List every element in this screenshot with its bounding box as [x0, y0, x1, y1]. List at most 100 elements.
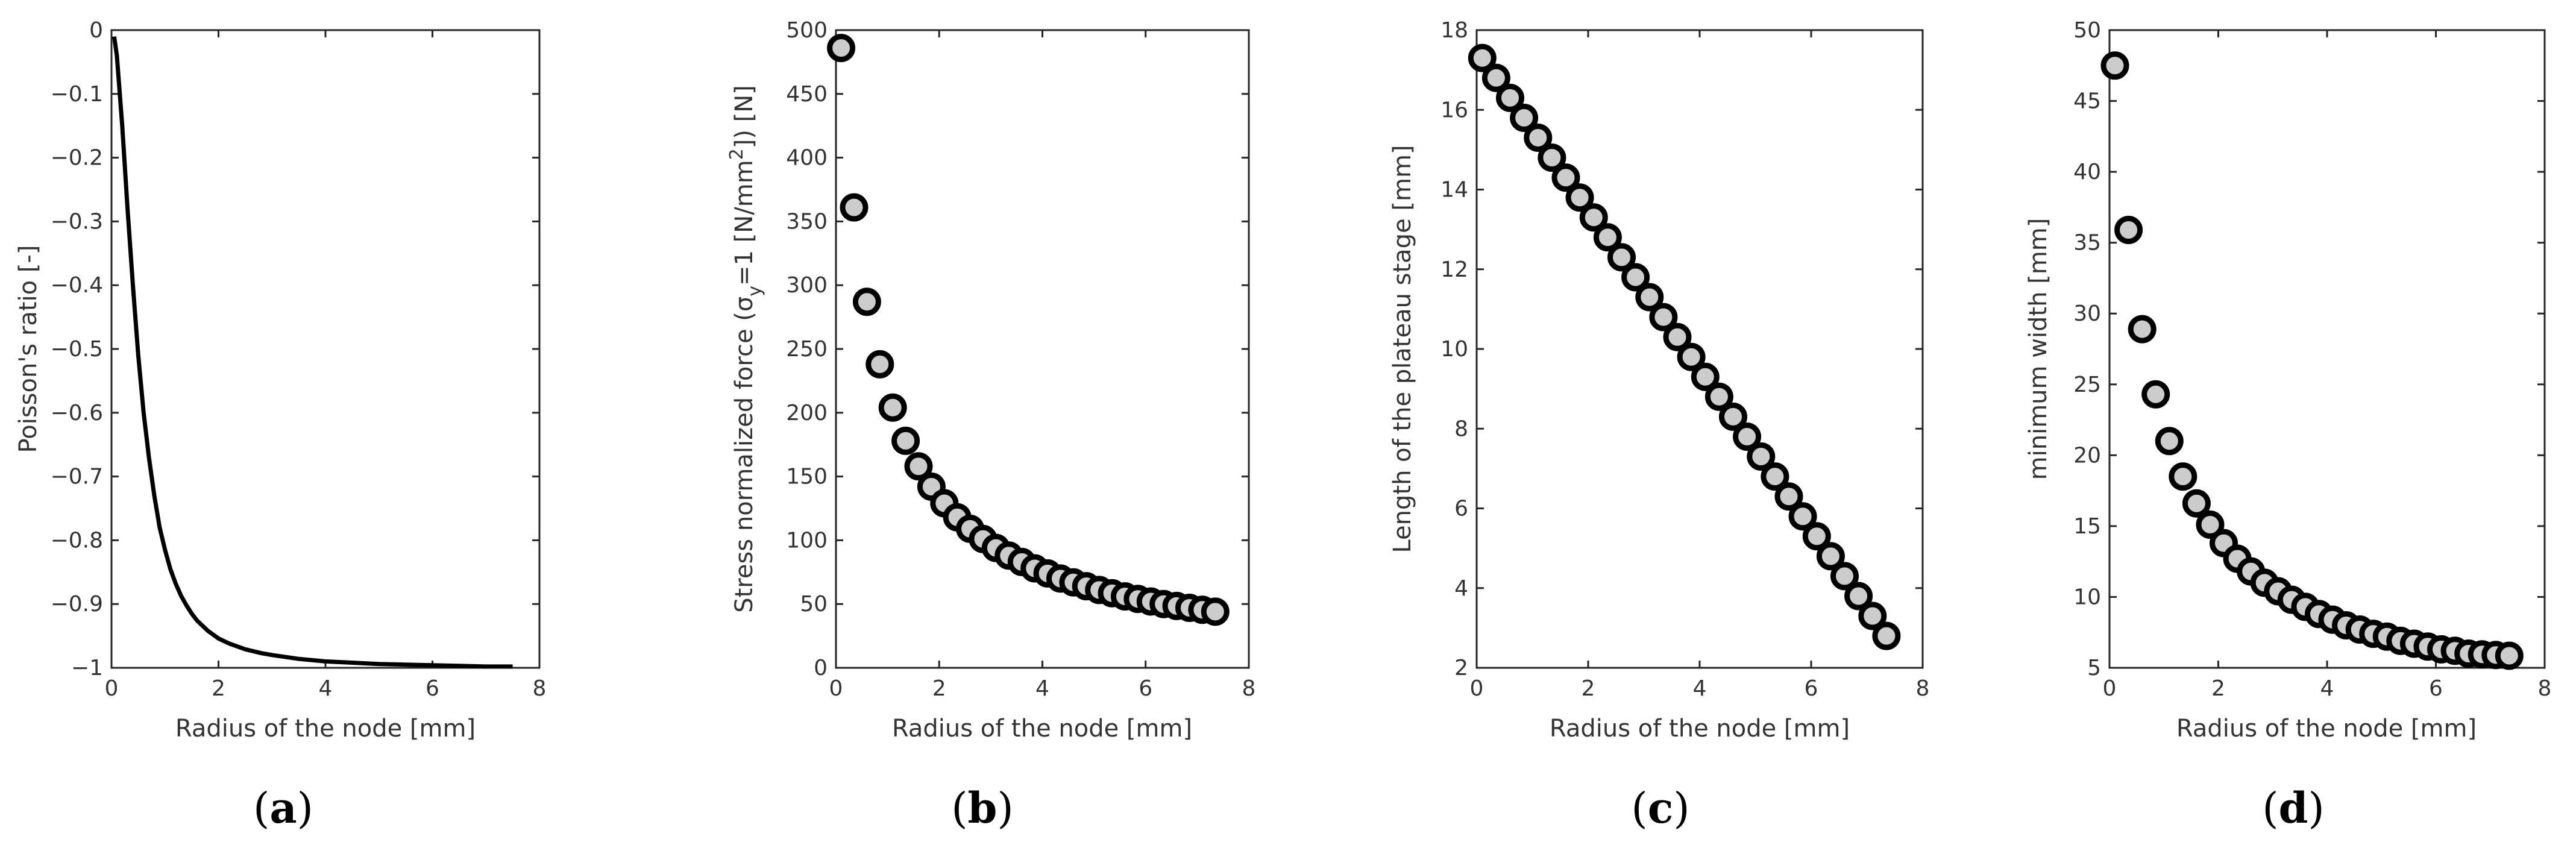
- panel-a: 0 2 4 6 8 0 −0.1 −0.2 −0.3 −0.4 −0.5 −0.6 −0.7 −0.8 −0…: [14, 18, 546, 833]
- y-tick-label: 150: [786, 465, 828, 489]
- y-axis-label-part: =1 [N/mm: [730, 160, 758, 286]
- x-tick-label: 2: [212, 676, 225, 701]
- data-point: [1761, 462, 1789, 491]
- panel-letter: b: [968, 783, 997, 833]
- data-point: [1663, 322, 1692, 351]
- data-point: [1607, 243, 1636, 272]
- y-tick-label: −0.8: [51, 528, 103, 553]
- y-axis-label-part: Stress normalized force (σ: [730, 297, 758, 613]
- x-tick-label: 2: [932, 676, 946, 701]
- series: [2100, 51, 2524, 670]
- y-tick-label: 45: [2073, 89, 2101, 114]
- data-point: [1496, 83, 1524, 112]
- data-point: [904, 452, 933, 481]
- y-tick-label: 14: [1440, 178, 1468, 203]
- y-tick-label: 0: [89, 18, 103, 43]
- x-tick-label: 4: [1693, 676, 1707, 701]
- y-tick-label: −0.9: [51, 592, 103, 617]
- data-point: [2196, 510, 2225, 539]
- y-tick-label: 4: [1454, 576, 1468, 601]
- y-tick-label: 15: [2073, 514, 2101, 539]
- y-tick-label: 20: [2073, 443, 2101, 468]
- series: [112, 36, 513, 669]
- x-axis-label: Radius of the node [mm]: [2176, 715, 2477, 743]
- y-axis-label-part: ]) [N]: [730, 85, 758, 148]
- data-point: [1747, 442, 1776, 471]
- data-point: [1872, 621, 1901, 650]
- panel-d: 0 2 4 6 8 5 10 15 20 25 30 35 40 45 50 Radius of the n…: [2025, 18, 2551, 833]
- y-tick-label: −0.3: [51, 209, 103, 234]
- y-tick-label: 6: [1454, 497, 1468, 521]
- y-tick-label: 40: [2073, 160, 2101, 184]
- data-point: [2182, 489, 2211, 518]
- y-tick-label: −0.1: [51, 82, 103, 107]
- x-tick-label: 2: [2211, 676, 2225, 701]
- axes-box: [110, 29, 541, 669]
- x-tick-label: 4: [1035, 676, 1049, 701]
- y-tick-label: 250: [786, 337, 828, 362]
- data-point: [2141, 380, 2170, 409]
- panel-label: (b): [951, 783, 1014, 833]
- series-line: [112, 36, 513, 669]
- data-point: [2100, 51, 2129, 80]
- x-tick-label: 8: [533, 676, 547, 701]
- data-point: [891, 426, 920, 455]
- data-point: [1481, 63, 1510, 92]
- data-point: [865, 350, 894, 379]
- y-tick-label: 30: [2073, 301, 2101, 326]
- y-tick-label: −0.4: [51, 273, 103, 298]
- x-axis-label: Radius of the node [mm]: [892, 715, 1192, 743]
- y-axis-label: Stress normalized force (σy=1 [N/mm2]) […: [726, 85, 765, 613]
- y-tick-label: 100: [786, 528, 828, 553]
- panel-letter: a: [269, 783, 297, 833]
- y-tick-label: −0.6: [51, 401, 103, 426]
- axes-box: [2108, 29, 2546, 669]
- x-tick-label: 0: [105, 676, 119, 701]
- data-point: [827, 34, 856, 63]
- y-tick-label: 200: [786, 401, 828, 426]
- data-point: [852, 287, 881, 316]
- data-point: [1677, 342, 1706, 371]
- y-axis-label: Poisson's ratio [-]: [14, 245, 42, 453]
- y-tick-label: 10: [2073, 585, 2101, 609]
- y-tick-label: −0.5: [51, 337, 103, 362]
- data-point: [1774, 482, 1803, 511]
- ticks: 0 2 4 6 8 0 −0.1 −0.2 −0.3 −0.4 −0.5 −0.6 −0.7 −0.8 −0…: [51, 18, 547, 701]
- y-tick-label: 350: [786, 209, 828, 234]
- y-tick-label: 5: [2087, 656, 2101, 680]
- panel-label: (c): [1631, 783, 1689, 833]
- series: [827, 34, 1230, 626]
- x-tick-label: 6: [2429, 676, 2443, 701]
- x-tick-label: 4: [319, 676, 333, 701]
- data-point: [2128, 315, 2157, 344]
- data-point: [1719, 402, 1747, 431]
- y-axis-label: minimum width [mm]: [2025, 218, 2052, 480]
- data-point: [1468, 43, 1497, 72]
- data-point: [2155, 427, 2184, 456]
- y-tick-label: 25: [2073, 372, 2101, 397]
- data-point: [840, 193, 869, 222]
- x-axis-label: Radius of the node [mm]: [175, 715, 476, 743]
- data-point: [1704, 382, 1733, 411]
- data-point: [1551, 163, 1580, 192]
- data-point: [1579, 203, 1608, 232]
- data-point: [1201, 597, 1230, 626]
- data-point: [1524, 124, 1553, 152]
- y-tick-label: 300: [786, 273, 828, 298]
- y-tick-label: 8: [1454, 416, 1468, 441]
- x-tick-label: 6: [1139, 676, 1152, 701]
- data-point: [1649, 303, 1678, 331]
- y-tick-label: 450: [786, 82, 828, 107]
- y-tick-label: 2: [1454, 656, 1468, 680]
- x-tick-label: 6: [426, 676, 439, 701]
- data-point: [1621, 263, 1650, 292]
- data-point: [1593, 223, 1622, 252]
- data-point: [1802, 522, 1831, 551]
- data-point: [1538, 143, 1566, 172]
- panel-b: 0 2 4 6 8 0 50 100 150 200 250 300 350 400 450 500 Radi…: [726, 18, 1255, 833]
- data-point: [2495, 641, 2524, 670]
- y-axis-label-superscript: 2: [726, 148, 747, 160]
- y-tick-label: 0: [814, 656, 828, 680]
- ticks: 0 2 4 6 8 0 50 100 150 200 250 300 350 400 450 500: [786, 18, 1255, 701]
